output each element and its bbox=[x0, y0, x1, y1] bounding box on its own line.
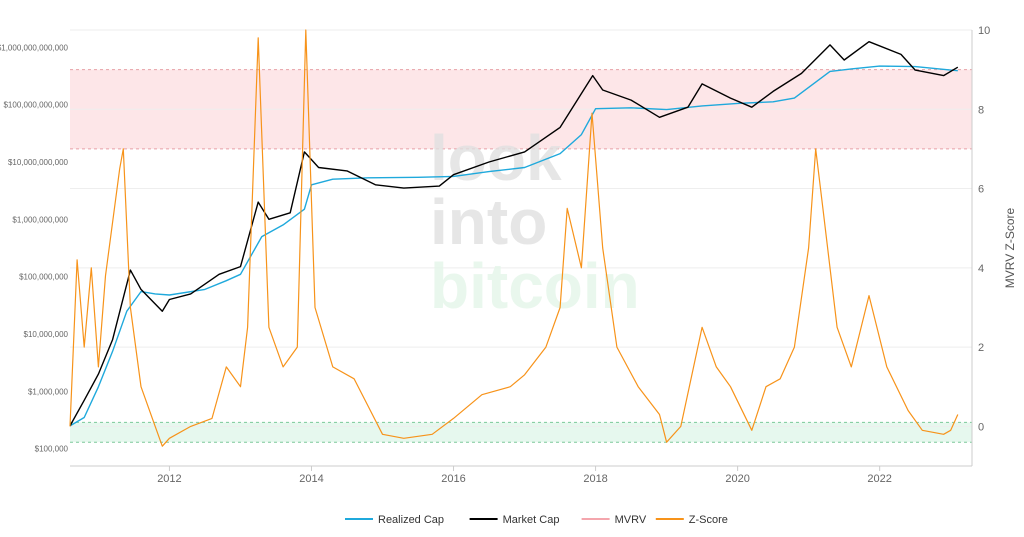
series-line-z-score bbox=[69, 29, 959, 447]
y-left-tick-label: $10,000,000,000 bbox=[8, 158, 69, 167]
y-right-tick-label: 2 bbox=[978, 342, 984, 354]
legend-item-market-cap: Market Cap bbox=[503, 514, 560, 526]
x-tick-label: 2016 bbox=[441, 473, 465, 485]
watermark-text: into bbox=[430, 186, 547, 258]
watermark-text: look bbox=[430, 122, 562, 194]
y-right-tick-label: 10 bbox=[978, 25, 990, 37]
legend-item-mvrv: MVRV bbox=[615, 514, 647, 526]
series-line-realized-cap bbox=[69, 65, 958, 427]
y-left-tick-label: $1,000,000,000,000 bbox=[0, 43, 69, 52]
y-left-tick-label: $10,000,000 bbox=[24, 330, 69, 339]
series-line-market-cap bbox=[69, 41, 959, 427]
x-tick-label: 2020 bbox=[725, 473, 749, 485]
y-right-tick-label: 6 bbox=[978, 184, 984, 196]
y-left-tick-label: $100,000 bbox=[35, 445, 69, 454]
y-left-tick-label: $1,000,000,000 bbox=[12, 215, 68, 224]
y-right-tick-label: 4 bbox=[978, 263, 984, 275]
y-left-tick-label: $100,000,000 bbox=[19, 273, 68, 282]
x-tick-label: 2022 bbox=[867, 473, 891, 485]
x-tick-label: 2014 bbox=[299, 473, 323, 485]
y-left-tick-label: $1,000,000 bbox=[28, 387, 69, 396]
x-tick-label: 2018 bbox=[583, 473, 607, 485]
y-right-tick-label: 8 bbox=[978, 104, 984, 116]
band-undervalued bbox=[70, 422, 972, 443]
legend-item-realized-cap: Realized Cap bbox=[378, 514, 444, 526]
y-left-tick-label: $100,000,000,000 bbox=[3, 101, 68, 110]
y-right-tick-label: 0 bbox=[978, 421, 984, 433]
legend-item-z-score: Z-Score bbox=[689, 514, 728, 526]
y-right-axis-label: MVRV Z-Score bbox=[1003, 207, 1017, 288]
x-tick-label: 2012 bbox=[157, 473, 181, 485]
